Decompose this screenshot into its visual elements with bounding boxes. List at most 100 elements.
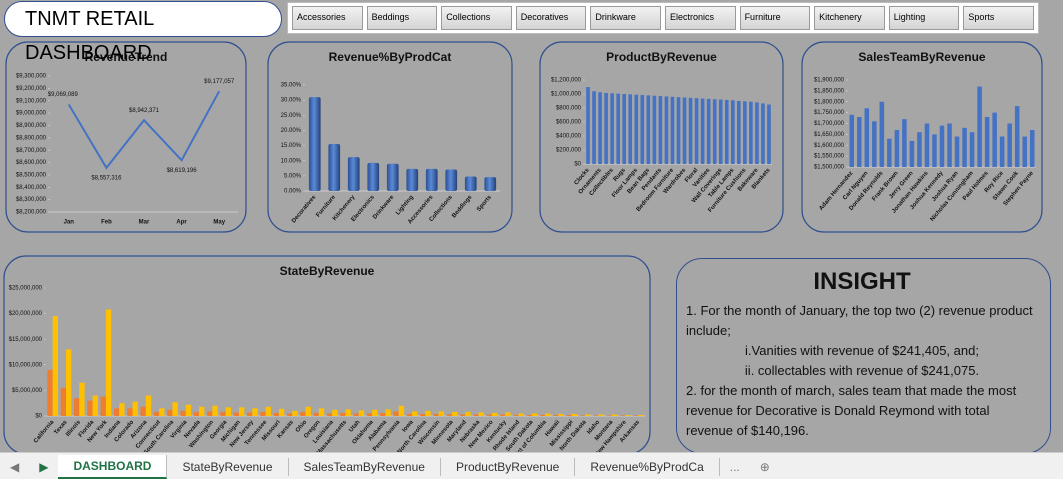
bar bbox=[947, 123, 952, 167]
slicer-button[interactable]: Beddings bbox=[366, 6, 438, 30]
bar bbox=[676, 97, 681, 164]
bar bbox=[273, 412, 279, 416]
bar bbox=[239, 407, 245, 416]
bar bbox=[1029, 130, 1035, 167]
bar bbox=[207, 411, 213, 416]
bar bbox=[610, 93, 614, 164]
sheet-tab[interactable]: SalesTeamByRevenue bbox=[289, 457, 441, 476]
bar bbox=[640, 95, 645, 164]
y-tick-label: $9,300,000 bbox=[16, 74, 47, 80]
bar bbox=[265, 406, 271, 416]
bar bbox=[625, 414, 631, 416]
sheet-tabs: ◀ ▶ DASHBOARD StateByRevenue SalesTeamByRe… bbox=[0, 452, 1063, 479]
x-tick-label: Jan bbox=[64, 220, 75, 226]
bar bbox=[65, 349, 72, 416]
bar bbox=[598, 414, 604, 416]
chart-title: RevenueTrend bbox=[85, 50, 168, 64]
bar bbox=[849, 114, 855, 167]
bar bbox=[438, 411, 445, 416]
y-tick-label: $8,900,000 bbox=[16, 123, 47, 129]
bar bbox=[1014, 106, 1020, 167]
bar bbox=[526, 414, 532, 416]
bar bbox=[616, 93, 620, 164]
more-tabs[interactable]: ... bbox=[729, 459, 740, 474]
bar bbox=[634, 94, 639, 164]
bar bbox=[185, 404, 192, 416]
y-tick-label: $1,900,000 bbox=[814, 78, 845, 84]
y-tick-label: $5,000,000 bbox=[12, 388, 43, 394]
bar bbox=[92, 395, 98, 416]
bar bbox=[954, 136, 960, 167]
scroll-right[interactable]: ▶ bbox=[39, 459, 49, 474]
bar bbox=[491, 412, 498, 416]
bar bbox=[545, 413, 551, 416]
bar bbox=[47, 369, 53, 416]
slicer-button[interactable]: Collections bbox=[441, 6, 512, 30]
bar bbox=[167, 409, 173, 416]
bar bbox=[132, 401, 138, 416]
bar bbox=[127, 408, 133, 416]
bar bbox=[743, 101, 747, 164]
chart-title: Revenue%ByProdCat bbox=[329, 50, 452, 64]
bar bbox=[712, 99, 717, 164]
y-tick-label: $20,000,000 bbox=[9, 311, 43, 317]
y-tick-label: $1,600,000 bbox=[814, 143, 845, 149]
slicer-button[interactable]: Decoratives bbox=[515, 6, 587, 30]
scroll-left[interactable]: ◀ bbox=[10, 459, 20, 474]
line bbox=[67, 90, 221, 170]
slicer-button[interactable]: Electronics bbox=[664, 6, 736, 30]
y-tick-label: 30.00% bbox=[281, 98, 302, 104]
y-tick-label: $10,000,000 bbox=[9, 362, 43, 368]
bar bbox=[305, 406, 311, 416]
bar bbox=[153, 411, 160, 416]
bar bbox=[737, 101, 741, 164]
bar bbox=[332, 409, 338, 416]
bar bbox=[300, 411, 306, 416]
bar bbox=[145, 395, 152, 416]
slicer-button[interactable]: Sports bbox=[963, 6, 1034, 30]
bar bbox=[233, 412, 240, 416]
slicer-button[interactable]: Drinkware bbox=[590, 6, 661, 30]
bar bbox=[879, 101, 885, 167]
sheet-tab[interactable]: Revenue%ByProdCa bbox=[575, 457, 720, 476]
bar bbox=[513, 414, 519, 416]
bar bbox=[558, 413, 564, 416]
slicer-button[interactable]: Kitchenery bbox=[814, 6, 885, 30]
slicer-button[interactable]: Furniture bbox=[739, 6, 811, 30]
sheet-tab[interactable]: DASHBOARD bbox=[58, 454, 168, 479]
bar bbox=[318, 408, 325, 416]
y-tick-label: $8,500,000 bbox=[16, 172, 47, 178]
y-tick-label: 15.00% bbox=[281, 143, 302, 149]
sheet-tab[interactable]: ProductByRevenue bbox=[441, 457, 576, 476]
bar bbox=[999, 136, 1005, 167]
bar bbox=[486, 414, 492, 416]
y-tick-label: 0.00% bbox=[284, 189, 302, 195]
bar bbox=[682, 97, 687, 164]
bar bbox=[977, 86, 982, 167]
slicer-button[interactable]: Accessories bbox=[292, 6, 363, 30]
chart-panel bbox=[5, 41, 247, 233]
bar bbox=[984, 116, 990, 167]
insight-line: ii. collectables with revenue of $241,07… bbox=[744, 363, 980, 378]
bar bbox=[1022, 136, 1027, 167]
bar bbox=[571, 413, 578, 416]
sheet-tab[interactable]: StateByRevenue bbox=[167, 457, 289, 476]
y-tick-label: $600,000 bbox=[556, 120, 582, 126]
bar bbox=[902, 119, 907, 167]
bar bbox=[358, 410, 365, 416]
bar bbox=[52, 316, 58, 416]
bar bbox=[445, 169, 458, 191]
bar bbox=[724, 99, 729, 164]
bar bbox=[894, 130, 900, 167]
bar bbox=[225, 407, 232, 416]
y-tick-label: $0 bbox=[35, 414, 42, 420]
add-sheet[interactable]: ⊕ bbox=[759, 459, 770, 474]
bar bbox=[340, 412, 346, 416]
bar bbox=[924, 123, 930, 167]
data-label: $8,619,196 bbox=[167, 168, 198, 174]
slicer-button[interactable]: Lighting bbox=[888, 6, 960, 30]
y-tick-label: $8,200,000 bbox=[16, 210, 47, 216]
y-tick-label: $200,000 bbox=[556, 148, 582, 154]
bar bbox=[347, 157, 360, 191]
